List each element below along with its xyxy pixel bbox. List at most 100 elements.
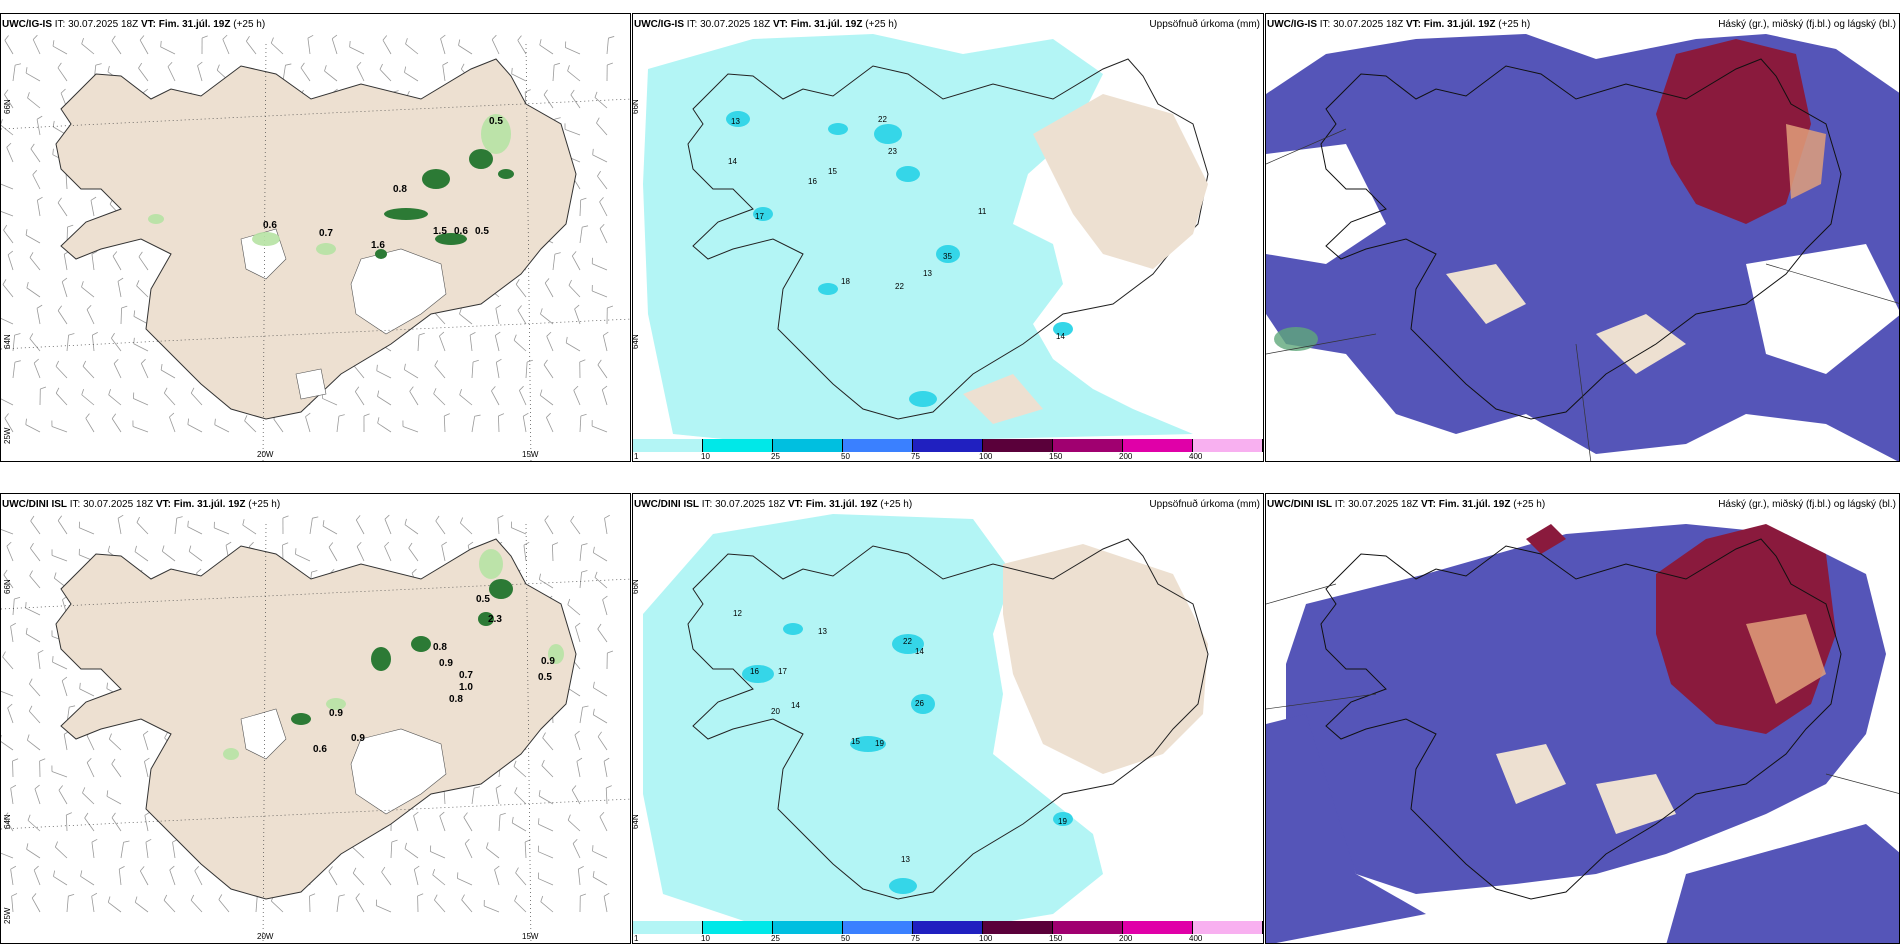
panel-top-wind: UWC/IG-IS IT: 30.07.2025 18Z VT: Fim. 31… xyxy=(0,13,631,462)
wind-barb-flag xyxy=(513,760,517,767)
wind-barb-flag xyxy=(187,418,190,425)
wind-barb-flag xyxy=(607,650,614,654)
colorbar-tick: 25 xyxy=(771,452,780,461)
wind-barb xyxy=(111,763,122,778)
wind-barb-flag xyxy=(413,811,419,816)
wind-barb xyxy=(495,308,500,325)
wind-map: 0.5 0.8 0.7 0.6 1.6 1.5 0.6 0.5 xyxy=(1,34,630,461)
wind-barb-flag xyxy=(10,784,17,789)
wind-barb-flag xyxy=(242,519,245,526)
wind-barb-flag xyxy=(544,278,550,284)
wind-barb xyxy=(174,518,178,535)
wind-barb-flag xyxy=(25,627,28,634)
colorbar-swatch xyxy=(773,439,843,452)
wind-barb xyxy=(513,339,527,352)
wind-barb-flag xyxy=(376,364,378,371)
wind-barb xyxy=(242,524,257,535)
wind-barb xyxy=(538,851,554,859)
wind-barb xyxy=(4,40,14,55)
wind-barb xyxy=(495,788,500,805)
wind-barb xyxy=(144,761,149,778)
wind-barb xyxy=(1,124,14,136)
wind-barb xyxy=(36,200,41,217)
wind-barb xyxy=(61,281,68,298)
wind-barb xyxy=(498,815,501,832)
green-cloud xyxy=(1274,327,1318,351)
wind-barb-flag xyxy=(57,62,62,69)
wind-barb-flag xyxy=(136,280,140,286)
wind-barb xyxy=(31,897,41,913)
wind-barb xyxy=(355,898,365,913)
wind-barb-flag xyxy=(546,331,552,337)
wind-barb xyxy=(218,899,230,913)
wind-barb-flag xyxy=(25,602,27,609)
wind-barb xyxy=(381,871,392,886)
wind-barb xyxy=(66,335,69,352)
wind-barb xyxy=(602,599,608,616)
wind-barb xyxy=(570,94,581,109)
wind-barb-flag xyxy=(133,310,136,317)
wind-barb xyxy=(575,626,581,643)
wind-barb-flag xyxy=(4,35,9,41)
wind-barb-flag xyxy=(31,893,37,899)
wind-barb-flag xyxy=(575,622,581,627)
wind-barb-flag xyxy=(597,731,602,737)
wind-barb-flag xyxy=(592,871,595,878)
lon-label: 25W xyxy=(3,907,12,924)
wind-barb xyxy=(57,67,68,82)
wind-barb-flag xyxy=(594,91,598,98)
wind-barb xyxy=(432,874,446,886)
wind-barb xyxy=(36,308,41,325)
wind-barb-flag xyxy=(61,277,68,283)
wind-barb-flag xyxy=(324,65,327,72)
wind-barb xyxy=(384,546,392,562)
accum-label: 13 xyxy=(818,627,827,636)
wind-barb-flag xyxy=(107,65,110,72)
precip-label: 1.6 xyxy=(371,240,385,251)
wind-barb xyxy=(542,737,554,751)
wind-barb xyxy=(484,905,500,913)
wind-barb xyxy=(486,847,500,859)
wind-barb xyxy=(169,416,176,433)
accum-label: 19 xyxy=(875,739,884,748)
mid-cloud xyxy=(1786,124,1826,199)
precip-label: 0.5 xyxy=(489,116,503,127)
wind-barb xyxy=(133,398,149,406)
wind-barb xyxy=(491,39,500,55)
wind-barb-flag xyxy=(95,63,102,66)
wind-barb xyxy=(434,899,446,913)
wind-barb-flag xyxy=(355,515,361,521)
wind-barb xyxy=(112,255,122,271)
colorbar-tick: 50 xyxy=(841,934,850,943)
wind-barb-flag xyxy=(249,541,254,547)
wind-barb xyxy=(525,362,528,379)
wind-barb-flag xyxy=(190,894,195,901)
wind-barb-flag xyxy=(216,64,220,71)
wind-barb xyxy=(405,43,419,55)
wind-barb xyxy=(513,766,527,778)
wind-barb-flag xyxy=(519,385,524,391)
accum-label: 13 xyxy=(901,855,910,864)
wind-barb-flag xyxy=(30,143,35,150)
wind-barb-flag xyxy=(29,252,34,258)
wind-barb-flag xyxy=(458,39,461,46)
wind-barb xyxy=(599,816,608,832)
wind-barb-flag xyxy=(404,66,407,73)
low-cloud xyxy=(1666,824,1899,943)
wind-barb-flag xyxy=(32,170,38,176)
wind-barb xyxy=(86,309,95,325)
colorbar-tick: 100 xyxy=(979,452,993,461)
wind-barb xyxy=(543,94,554,109)
clear-area xyxy=(1266,144,1386,264)
wind-barb-flag xyxy=(599,197,604,203)
wind-barb xyxy=(55,392,68,406)
wind-barb xyxy=(356,66,365,82)
wind-barb-flag xyxy=(145,838,152,843)
wind-barb xyxy=(295,553,311,562)
wind-barb-flag xyxy=(1,119,3,125)
wind-barb xyxy=(138,256,149,271)
iceland-landmass xyxy=(55,58,577,420)
wind-barb xyxy=(52,45,68,55)
wind-barb-flag xyxy=(570,89,575,96)
wind-barb xyxy=(443,415,446,433)
